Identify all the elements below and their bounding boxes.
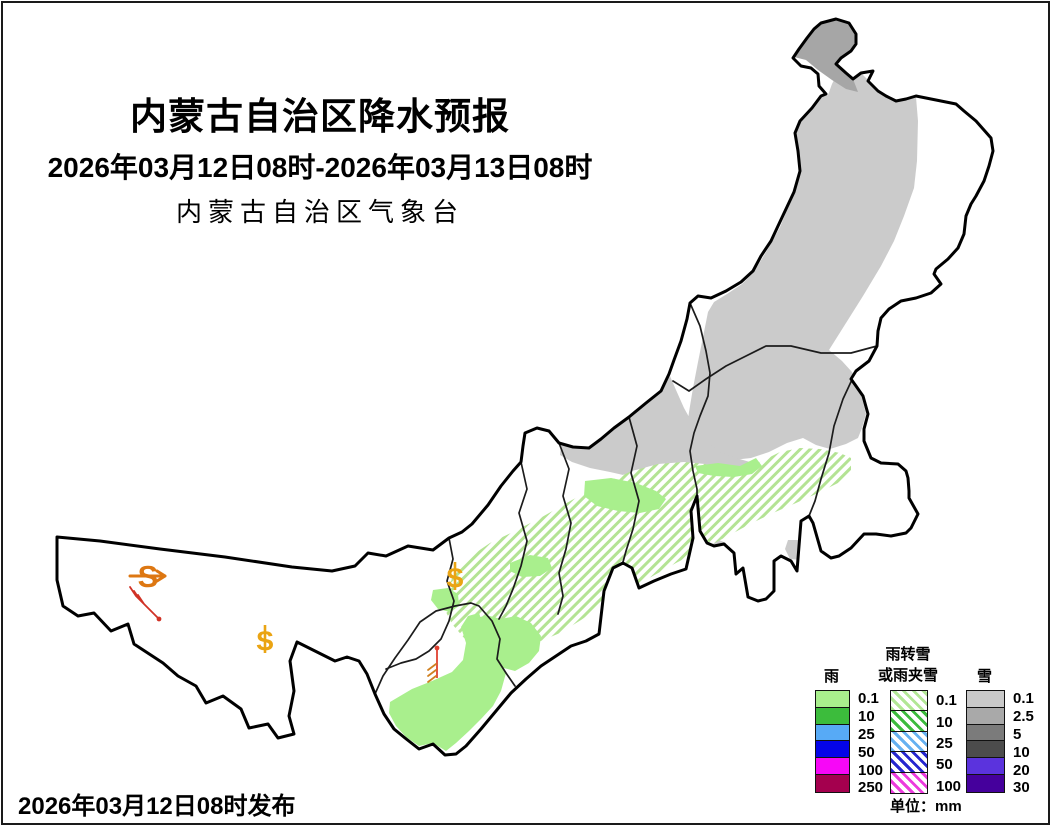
snow-area-moderate <box>794 19 858 92</box>
province-outline <box>55 17 995 757</box>
sandstorm-icon: S <box>128 559 167 594</box>
weather-symbols: S S S <box>128 559 464 683</box>
wind-barb-up-icon <box>427 645 440 683</box>
issue-time: 2026年03月12日08时发布 <box>18 793 296 820</box>
wind-barb-se-icon <box>129 586 162 622</box>
rain-patch-ordos <box>389 613 506 751</box>
snow-patch-small-2 <box>785 540 806 560</box>
rain-patch-mid <box>584 478 666 513</box>
snow-patch-ergun <box>794 19 858 92</box>
rain-patch-east <box>695 458 762 477</box>
rain-patch-top-small <box>510 555 552 577</box>
snow-patch-xilingol <box>560 376 750 478</box>
sleet-area-hatched <box>445 448 851 648</box>
snow-patch-northeast <box>686 63 918 460</box>
blowing-sand-icon: S <box>446 562 464 593</box>
rain-patch-hohhot <box>468 615 541 671</box>
league-boundaries <box>374 302 878 695</box>
issuing-agency: 内蒙古自治区气象台 <box>175 198 464 227</box>
blowing-sand-icon: S <box>256 625 274 656</box>
sleet-band <box>445 448 851 648</box>
forecast-period: 2026年03月12日08时-2026年03月13日08时 <box>47 152 593 183</box>
page-title: 内蒙古自治区降水预报 <box>130 96 510 137</box>
